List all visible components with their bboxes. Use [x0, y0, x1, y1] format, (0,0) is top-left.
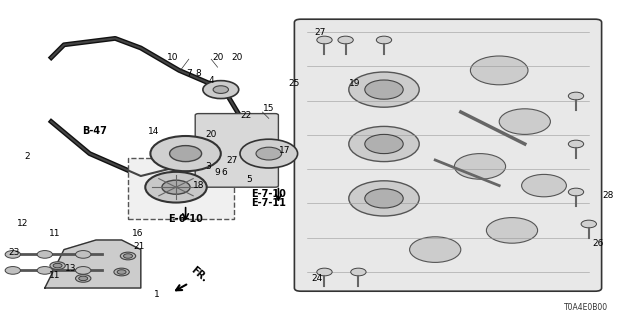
Text: 3: 3 [205, 162, 211, 171]
Circle shape [79, 276, 88, 281]
Circle shape [349, 72, 419, 107]
Text: 21: 21 [134, 242, 145, 251]
Text: 15: 15 [263, 104, 275, 113]
Text: E-6-10: E-6-10 [168, 214, 203, 224]
Circle shape [37, 251, 52, 258]
Circle shape [365, 80, 403, 99]
Text: 6: 6 [221, 168, 227, 177]
Circle shape [240, 139, 298, 168]
Circle shape [203, 81, 239, 99]
Circle shape [568, 188, 584, 196]
Circle shape [317, 268, 332, 276]
Circle shape [117, 270, 126, 274]
Circle shape [213, 86, 228, 93]
Circle shape [50, 262, 65, 269]
Circle shape [256, 147, 282, 160]
Text: 26: 26 [593, 239, 604, 248]
Text: 11: 11 [49, 271, 60, 280]
Polygon shape [45, 240, 141, 288]
Circle shape [170, 146, 202, 162]
Text: 13: 13 [65, 264, 76, 273]
Text: 11: 11 [49, 229, 60, 238]
Text: 24: 24 [311, 274, 323, 283]
Text: B-47: B-47 [83, 126, 107, 136]
Text: 23: 23 [8, 248, 20, 257]
Text: 19: 19 [349, 79, 361, 88]
Circle shape [522, 174, 566, 197]
Circle shape [124, 254, 132, 258]
Text: 16: 16 [132, 229, 143, 238]
Circle shape [365, 134, 403, 154]
Text: 14: 14 [148, 127, 159, 136]
Text: 5: 5 [247, 175, 252, 184]
Circle shape [349, 181, 419, 216]
Circle shape [5, 267, 20, 274]
Text: 22: 22 [241, 111, 252, 120]
Circle shape [499, 109, 550, 134]
Circle shape [76, 275, 91, 282]
Circle shape [76, 251, 91, 258]
Circle shape [486, 218, 538, 243]
Text: 20: 20 [212, 53, 223, 62]
Text: 4: 4 [209, 76, 214, 84]
Text: 17: 17 [279, 146, 291, 155]
Circle shape [568, 140, 584, 148]
Circle shape [351, 268, 366, 276]
Circle shape [145, 172, 207, 203]
Circle shape [376, 36, 392, 44]
Circle shape [470, 56, 528, 85]
Text: 2: 2 [24, 152, 29, 161]
Text: 1: 1 [154, 290, 159, 299]
Text: 20: 20 [205, 130, 217, 139]
Text: 18: 18 [193, 181, 204, 190]
Text: 20: 20 [231, 53, 243, 62]
Text: 27: 27 [314, 28, 326, 36]
Circle shape [37, 267, 52, 274]
Circle shape [581, 220, 596, 228]
Circle shape [338, 36, 353, 44]
Text: FR.: FR. [189, 265, 209, 284]
Circle shape [76, 267, 91, 274]
Circle shape [365, 189, 403, 208]
Circle shape [150, 136, 221, 171]
Circle shape [5, 251, 20, 258]
Text: 27: 27 [226, 156, 237, 164]
FancyBboxPatch shape [128, 158, 234, 219]
Text: 9: 9 [215, 168, 220, 177]
Circle shape [454, 154, 506, 179]
Text: 8: 8 [196, 69, 201, 78]
Circle shape [317, 36, 332, 44]
Circle shape [162, 180, 190, 194]
Circle shape [410, 237, 461, 262]
Text: E-7-11: E-7-11 [252, 198, 286, 208]
Circle shape [568, 92, 584, 100]
Text: E-7-10: E-7-10 [252, 188, 286, 199]
Text: 10: 10 [167, 53, 179, 62]
FancyBboxPatch shape [195, 114, 278, 187]
Circle shape [114, 268, 129, 276]
Circle shape [120, 252, 136, 260]
Circle shape [53, 263, 62, 268]
Text: 12: 12 [17, 220, 28, 228]
FancyBboxPatch shape [294, 19, 602, 291]
Circle shape [349, 126, 419, 162]
Text: 7: 7 [186, 69, 191, 78]
Text: T0A4E0B00: T0A4E0B00 [564, 303, 607, 312]
Text: 28: 28 [602, 191, 614, 200]
Text: 25: 25 [289, 79, 300, 88]
